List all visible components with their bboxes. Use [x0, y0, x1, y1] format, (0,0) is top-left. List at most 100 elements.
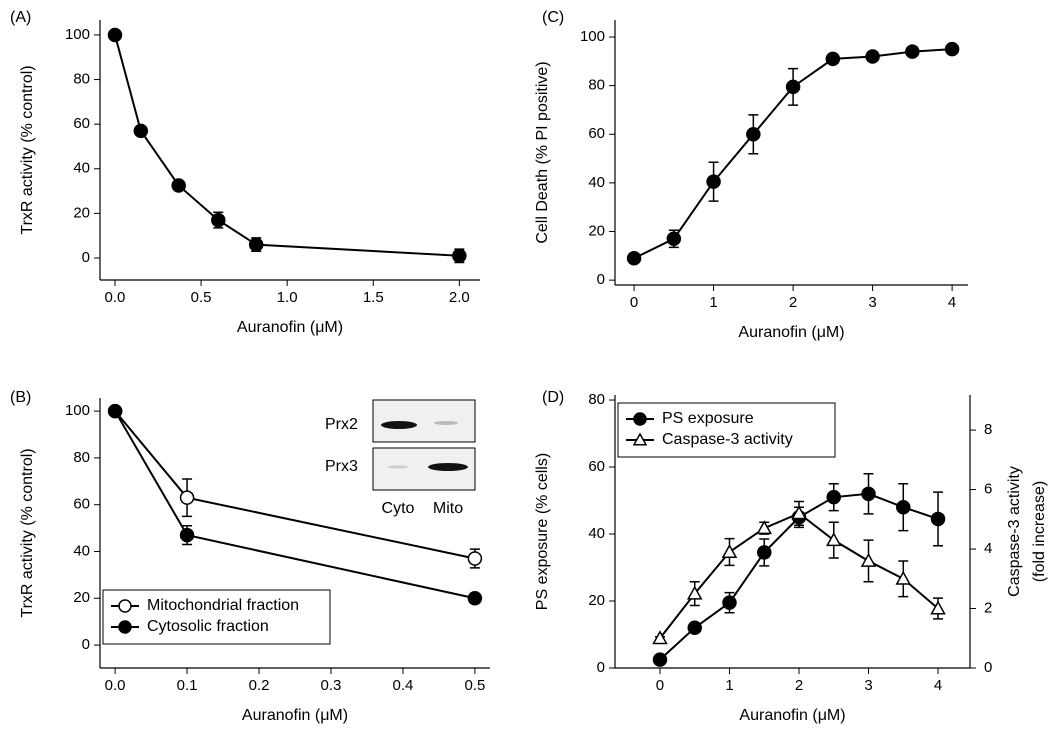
y-tick-label: 60 [588, 458, 605, 475]
marker [930, 600, 946, 615]
marker [791, 505, 807, 520]
marker [179, 490, 195, 505]
y2-tick-label: 6 [984, 481, 992, 498]
y2-tick-label: 0 [984, 659, 992, 676]
y-tick-label: 0 [597, 659, 605, 676]
blot-panel [372, 399, 476, 443]
panel-label: (B) [10, 389, 31, 406]
series-line [659, 512, 939, 639]
x-tick-label: 3 [864, 677, 872, 694]
x-axis-label: Auranofin (μM) [739, 707, 845, 724]
marker [706, 174, 721, 189]
marker [133, 123, 149, 139]
marker [467, 551, 483, 566]
x-tick-label: 0 [630, 294, 638, 311]
x-tick-label: 0.5 [464, 677, 485, 694]
marker [633, 412, 647, 426]
y-tick-label: 40 [588, 525, 605, 542]
marker [107, 27, 123, 43]
y-tick-label: 60 [588, 125, 605, 142]
marker [118, 599, 132, 613]
marker [467, 591, 483, 606]
blot-column-label: Mito [433, 500, 463, 517]
legend-box [617, 402, 836, 458]
y2-tick-label: 8 [984, 421, 992, 438]
marker [944, 41, 960, 57]
x-tick-label: 0.4 [393, 677, 414, 694]
x-tick-label: 1 [725, 677, 733, 694]
x-tick-label: 1 [709, 294, 717, 311]
x-axis-label: Auranofin (μM) [242, 707, 348, 724]
x-tick-label: 2 [789, 294, 797, 311]
legend-label: Mitochondrial fraction [147, 597, 299, 614]
marker [865, 49, 880, 64]
x-tick-label: 4 [948, 294, 956, 311]
x-tick-label: 0.0 [105, 677, 126, 694]
y-tick-label: 80 [588, 77, 605, 94]
marker [686, 585, 703, 600]
y2-axis-label: (fold increase) [1031, 481, 1048, 582]
marker [652, 630, 668, 645]
legend-label: Caspase-3 activity [662, 431, 793, 448]
series-line [114, 34, 460, 257]
y-tick-label: 0 [82, 636, 90, 653]
marker [211, 212, 226, 228]
x-tick-label: 0.2 [249, 677, 270, 694]
y-tick-label: 0 [597, 271, 605, 288]
x-tick-label: 0 [656, 677, 664, 694]
marker [825, 51, 841, 67]
marker [179, 527, 195, 543]
marker [171, 178, 186, 193]
y-axis-label: PS exposure (% cells) [534, 453, 551, 610]
y2-tick-label: 2 [984, 599, 992, 616]
y-tick-label: 40 [73, 542, 90, 559]
marker [756, 545, 772, 560]
y-tick-label: 20 [588, 592, 605, 609]
x-tick-label: 3 [868, 294, 876, 311]
marker [666, 231, 682, 247]
marker [248, 237, 264, 252]
x-axis-label: Auranofin (μM) [738, 324, 844, 341]
y-axis-label: TrxR activity (% control) [19, 65, 36, 234]
marker [785, 79, 801, 95]
x-tick-label: 0.1 [177, 677, 198, 694]
marker [756, 520, 773, 535]
y-tick-label: 60 [73, 496, 90, 513]
legend-label: PS exposure [662, 410, 754, 427]
panel-label: (D) [542, 389, 564, 406]
x-axis-label: Auranofin (μM) [237, 319, 343, 336]
marker [746, 127, 761, 142]
blot-row-label: Prx2 [325, 416, 358, 433]
x-tick-label: 1.0 [277, 289, 298, 306]
legend-label: Cytosolic fraction [147, 618, 269, 635]
y-tick-label: 40 [73, 160, 90, 177]
y-tick-label: 80 [73, 71, 90, 88]
blot-band [381, 421, 417, 429]
y-tick-label: 80 [73, 449, 90, 466]
x-tick-label: 4 [934, 677, 942, 694]
x-tick-label: 0.0 [105, 289, 126, 306]
y-axis-label: Cell Death (% PI positive) [534, 61, 551, 243]
marker [452, 248, 467, 264]
y-tick-label: 0 [82, 249, 90, 266]
blot-band [428, 463, 468, 471]
y-tick-label: 80 [588, 391, 605, 408]
panel-label: (C) [542, 9, 564, 26]
marker [632, 432, 648, 446]
y-tick-label: 40 [588, 174, 605, 191]
x-tick-label: 0.5 [191, 289, 212, 306]
marker [722, 595, 737, 610]
marker [652, 652, 668, 667]
marker [626, 251, 642, 266]
marker [895, 570, 912, 585]
marker [930, 511, 946, 527]
marker [896, 499, 911, 515]
blot-band [388, 465, 408, 469]
marker [860, 552, 877, 567]
marker [721, 543, 738, 558]
x-tick-label: 2.0 [449, 289, 470, 306]
y-tick-label: 20 [73, 204, 90, 221]
x-tick-label: 0.3 [321, 677, 342, 694]
marker [687, 620, 702, 636]
